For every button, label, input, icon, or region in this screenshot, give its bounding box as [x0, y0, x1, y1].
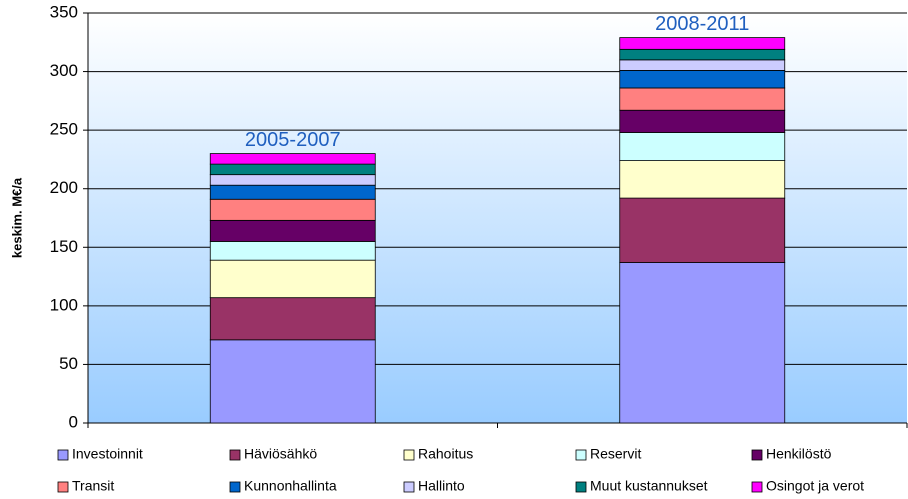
legend-swatch [57, 481, 69, 493]
legend-label: Häviösähkö [244, 446, 317, 462]
y-axis-label: keskim. M€/a [9, 177, 24, 258]
bar-segment [619, 109, 786, 133]
bar-segment [619, 87, 786, 111]
legend-label: Reservit [590, 446, 641, 462]
y-tick-label: 250 [50, 120, 78, 139]
y-tick-label: 200 [50, 178, 78, 197]
bar-segment [209, 297, 376, 341]
category-label: 2005-2007 [245, 129, 341, 151]
legend-label: Rahoitus [418, 446, 473, 462]
bar-segment [209, 339, 376, 424]
legend-swatch [575, 481, 587, 493]
legend-swatch [229, 449, 241, 461]
legend-swatch [229, 481, 241, 493]
legend-label: Hallinto [418, 478, 465, 494]
legend-label: Kunnonhallinta [244, 478, 337, 494]
y-tick-label: 50 [59, 354, 78, 373]
bar-segment [209, 198, 376, 221]
bar-segment [619, 48, 786, 61]
y-tick-label: 0 [69, 412, 78, 431]
legend-label: Muut kustannukset [590, 478, 708, 494]
bar-segment [619, 132, 786, 162]
bar-segment [619, 197, 786, 263]
bar-segment [619, 37, 786, 50]
bar-segment [209, 163, 376, 176]
bar-segment [619, 59, 786, 71]
category-label: 2008-2011 [655, 13, 749, 35]
bar-segment [619, 262, 786, 424]
y-tick-label: 300 [50, 61, 78, 80]
bar-segment [209, 153, 376, 165]
legend-swatch [751, 481, 763, 493]
legend-label: Henkilöstö [766, 446, 832, 462]
legend-swatch [403, 481, 415, 493]
bar-segment [209, 241, 376, 261]
legend-label: Transit [72, 478, 114, 494]
bar-segment [209, 184, 376, 200]
legend-swatch [57, 449, 69, 461]
bar-segment [209, 219, 376, 242]
legend-swatch [403, 449, 415, 461]
bar-segment [209, 259, 376, 299]
legend-swatch [575, 449, 587, 461]
y-tick-label: 150 [50, 237, 78, 256]
legend-label: Osingot ja verot [766, 478, 864, 494]
bar-segment [619, 160, 786, 199]
bar-segment [209, 174, 376, 186]
y-tick-label: 350 [50, 2, 78, 21]
y-tick-label: 100 [50, 295, 78, 314]
legend-label: Investoinnit [72, 446, 143, 462]
bar-segment [619, 70, 786, 89]
legend-swatch [751, 449, 763, 461]
